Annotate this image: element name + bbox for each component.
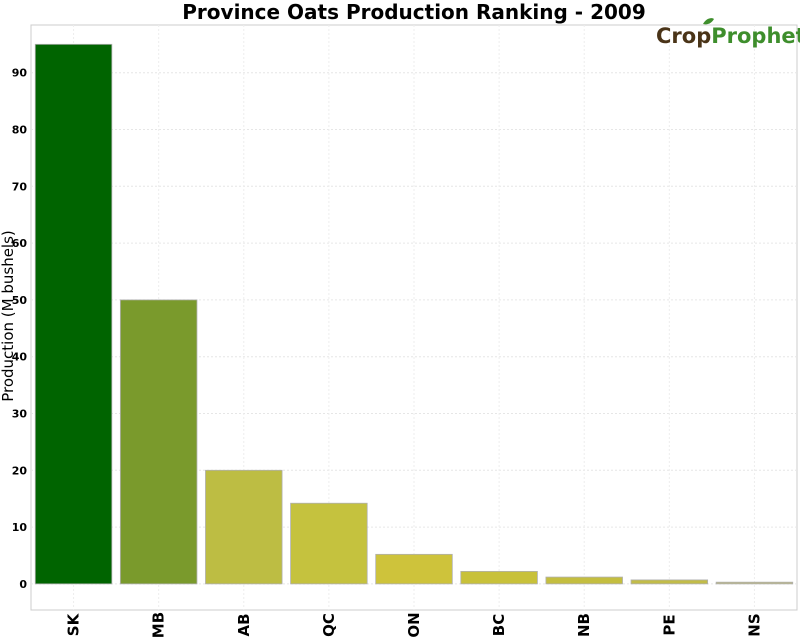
y-tick-label: 70: [12, 180, 28, 193]
bar-bc: [460, 570, 538, 585]
y-tick-label: 60: [12, 237, 28, 250]
y-tick-label: 90: [12, 67, 28, 80]
x-tick-label-mb: MB: [150, 612, 168, 638]
x-tick-label-pe: PE: [660, 614, 678, 635]
cropprophet-logo: CropProphet: [656, 18, 800, 48]
x-tick-label-on: ON: [405, 612, 423, 637]
y-tick-labels: 0 10 20 30 40 50 60 70 80 90: [12, 67, 28, 591]
svg-text:CropProphet: CropProphet: [656, 24, 800, 48]
x-tick-label-ab: AB: [235, 613, 253, 636]
x-tick-labels: SK MB AB QC ON BC NB PE NS: [65, 612, 764, 638]
chart-title: Province Oats Production Ranking - 2009: [182, 0, 645, 24]
y-tick-label: 10: [12, 521, 28, 534]
y-tick-label: 80: [12, 124, 28, 137]
bar-ab: [205, 469, 283, 585]
bar-qc: [290, 502, 368, 585]
logo-prophet-text: Prophet: [711, 24, 800, 48]
leaf-icon: [703, 18, 714, 25]
x-tick-label-nb: NB: [575, 613, 593, 637]
x-tick-label-sk: SK: [65, 612, 83, 636]
logo-crop-text: Crop: [656, 24, 711, 48]
bar-pe: [630, 579, 709, 585]
bars: [34, 43, 794, 585]
x-tick-label-bc: BC: [490, 614, 508, 636]
bar-ns: [715, 581, 794, 585]
bar-on: [375, 553, 453, 585]
y-tick-label: 30: [12, 407, 28, 420]
x-tick-label-qc: QC: [320, 613, 338, 637]
y-tick-label: 0: [19, 578, 27, 591]
y-tick-label: 40: [12, 351, 28, 364]
bar-nb: [545, 576, 623, 585]
y-axis-label: Production (M bushels): [0, 230, 17, 402]
bar-sk: [34, 43, 113, 585]
y-tick-label: 20: [12, 464, 28, 477]
x-tick-label-ns: NS: [745, 613, 763, 636]
bar-mb: [119, 299, 198, 585]
y-tick-label: 50: [12, 294, 28, 307]
